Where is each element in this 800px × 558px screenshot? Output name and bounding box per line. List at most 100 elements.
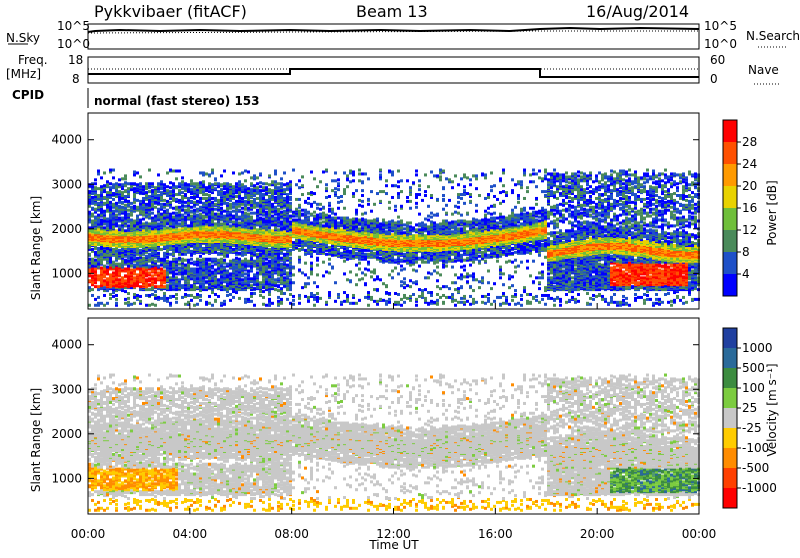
power-cell (181, 244, 184, 247)
power-cell (121, 289, 124, 292)
power-cell (112, 248, 115, 251)
power-cell (109, 273, 112, 276)
power-cell (190, 210, 193, 213)
power-cell (187, 246, 190, 249)
power-cell (106, 277, 109, 280)
power-cell (271, 223, 274, 226)
power-cell (121, 217, 124, 220)
power-cell (178, 189, 181, 192)
power-cell (115, 267, 118, 270)
power-cell (313, 177, 316, 180)
power-cell (196, 191, 199, 194)
power-cell (247, 277, 250, 280)
power-cell (118, 217, 121, 220)
power-cell (169, 201, 172, 204)
power-cell (205, 262, 208, 265)
power-cell (112, 203, 115, 206)
power-cell (127, 270, 130, 273)
power-cell (226, 187, 229, 190)
power-cell (145, 194, 148, 197)
power-cell (172, 295, 175, 298)
power-cell (211, 276, 214, 279)
power-cell (184, 293, 187, 296)
power-cell (121, 201, 124, 204)
power-cell (283, 253, 286, 256)
power-cell (178, 267, 181, 270)
power-cell (229, 211, 232, 214)
power-cell (106, 266, 109, 269)
power-cell (265, 182, 268, 185)
power-cell (121, 228, 124, 231)
power-cell (145, 278, 148, 281)
power-cell (211, 250, 214, 253)
power-cell (220, 174, 223, 177)
power-cell (124, 274, 127, 277)
power-cell (265, 304, 268, 307)
power-cell (223, 182, 226, 185)
power-cell (283, 183, 286, 186)
power-cell (229, 224, 232, 227)
power-cell (280, 298, 283, 301)
power-cell (193, 304, 196, 307)
power-cell (316, 244, 319, 247)
power-cell (262, 296, 265, 299)
power-cell (112, 251, 115, 254)
power-cell (256, 260, 259, 263)
power-cell (220, 270, 223, 273)
power-cell (286, 271, 289, 274)
power-cell (124, 189, 127, 192)
power-cell (238, 297, 241, 300)
power-cell (190, 224, 193, 227)
power-cell (322, 261, 325, 264)
power-cell (310, 268, 313, 271)
power-cell (181, 258, 184, 261)
power-cell (133, 296, 136, 299)
power-cell (106, 272, 109, 275)
nsearch-label: N.Search (746, 29, 800, 43)
power-cell (232, 259, 235, 262)
power-cell (253, 184, 256, 187)
power-cell (259, 294, 262, 297)
power-cell (211, 197, 214, 200)
power-cell (169, 181, 172, 184)
power-cell (130, 219, 133, 222)
power-cell (151, 286, 154, 289)
power-cell (301, 175, 304, 178)
power-cell (133, 182, 136, 185)
power-cell (214, 293, 217, 296)
power-cell (109, 267, 112, 270)
power-cell (130, 224, 133, 227)
power-cell (91, 219, 94, 222)
power-cell (214, 277, 217, 280)
power-cell (187, 209, 190, 212)
power-cell (307, 197, 310, 200)
power-cell (229, 183, 232, 186)
power-cell (196, 200, 199, 203)
power-cell (151, 189, 154, 192)
power-cell (199, 259, 202, 262)
power-cell (127, 224, 130, 227)
power-cell (244, 258, 247, 261)
power-cell (136, 294, 139, 297)
power-cell (262, 290, 265, 293)
power-cell (181, 195, 184, 198)
power-cell (175, 267, 178, 270)
power-cell (214, 187, 217, 190)
power-cell (262, 218, 265, 221)
power-cell (91, 265, 94, 268)
power-cell (301, 184, 304, 187)
power-cell (124, 217, 127, 220)
power-cell (289, 271, 292, 274)
power-cell (175, 212, 178, 215)
power-cell (223, 300, 226, 303)
power-cell (157, 197, 160, 200)
power-cell (319, 203, 322, 206)
power-cell (253, 260, 256, 263)
power-cell (136, 215, 139, 218)
power-cell (205, 258, 208, 261)
power-cell (112, 291, 115, 294)
power-cell (247, 170, 250, 173)
power-cell (268, 195, 271, 198)
power-cell (259, 260, 262, 263)
power-cell (286, 264, 289, 267)
